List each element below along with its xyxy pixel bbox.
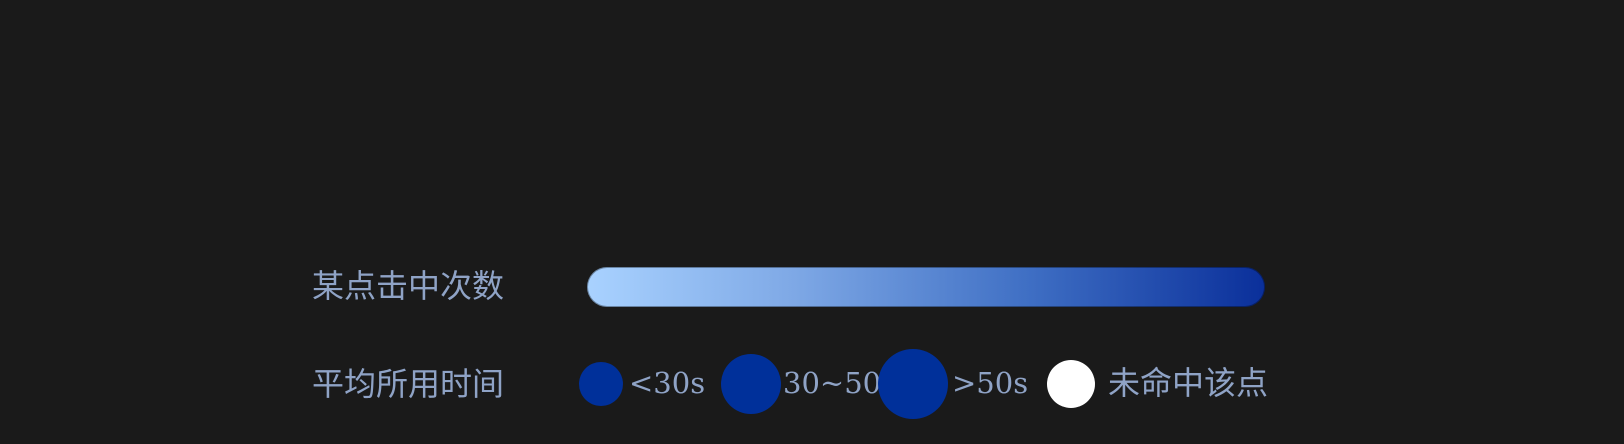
missed-point-label: 未命中该点 — [1108, 364, 1269, 402]
time-under-30s-label: <30s — [629, 366, 706, 400]
average-time-label: 平均所用时间 — [312, 365, 505, 403]
time-30-50s-circle — [721, 354, 781, 414]
time-over-50s-circle — [878, 349, 948, 419]
hit-count-label: 某点击中次数 — [312, 267, 505, 305]
time-over-50s-label: >50s — [952, 366, 1029, 400]
time-30-50s-label: 30~50s — [783, 366, 896, 400]
hit-count-gradient-bar — [587, 267, 1265, 307]
time-under-30s-circle — [579, 362, 623, 406]
missed-point-circle — [1047, 360, 1095, 408]
